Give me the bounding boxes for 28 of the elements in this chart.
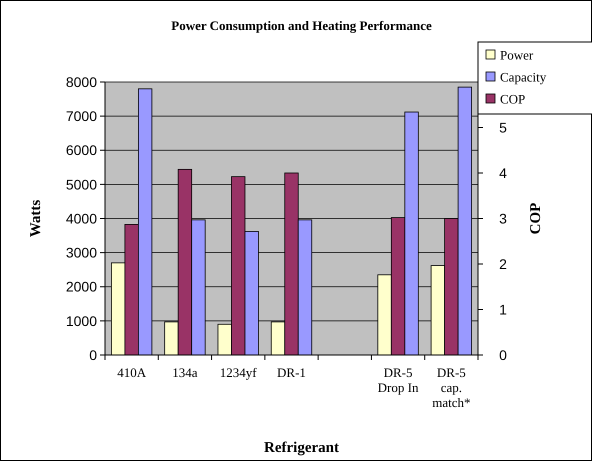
y2-tick-label: 3 xyxy=(499,210,508,226)
x-tick-label: DR-1 xyxy=(277,365,306,380)
chart-title: Power Consumption and Heating Performance xyxy=(171,18,432,33)
y2-axis-title: COP xyxy=(528,202,544,234)
x-tick-label: 134a xyxy=(172,365,198,380)
y2-tick-label: 2 xyxy=(499,256,508,272)
y-tick-label: 8000 xyxy=(66,74,98,90)
y2-tick-label: 0 xyxy=(499,346,508,363)
legend-label: Power xyxy=(500,48,534,63)
x-tick-label: DR-5 Drop In xyxy=(378,365,419,395)
y2-tick-label: 5 xyxy=(499,119,508,136)
y-tick-label: 7000 xyxy=(66,108,98,124)
y-tick-label: 0 xyxy=(89,346,98,363)
legend-label: Capacity xyxy=(500,70,547,85)
x-tick-label: 410A xyxy=(117,365,147,380)
y-tick-label: 2000 xyxy=(66,278,98,295)
y-tick-label: 6000 xyxy=(66,142,98,158)
y2-tick-label: 4 xyxy=(499,164,508,181)
x-tick-label: 1234yf xyxy=(220,365,258,380)
y-tick-label: 3000 xyxy=(66,244,98,261)
y-tick-label: 5000 xyxy=(66,176,98,192)
x-tick-label: DR-5 cap. match* xyxy=(432,365,470,410)
y2-tick-label: 1 xyxy=(499,301,508,318)
y-axis-title: Watts xyxy=(28,200,44,238)
legend-label: COP xyxy=(500,92,526,107)
y-tick-label: 4000 xyxy=(66,210,98,226)
y-tick-label: 1000 xyxy=(66,312,98,329)
x-axis-title: Refrigerant xyxy=(264,440,339,456)
